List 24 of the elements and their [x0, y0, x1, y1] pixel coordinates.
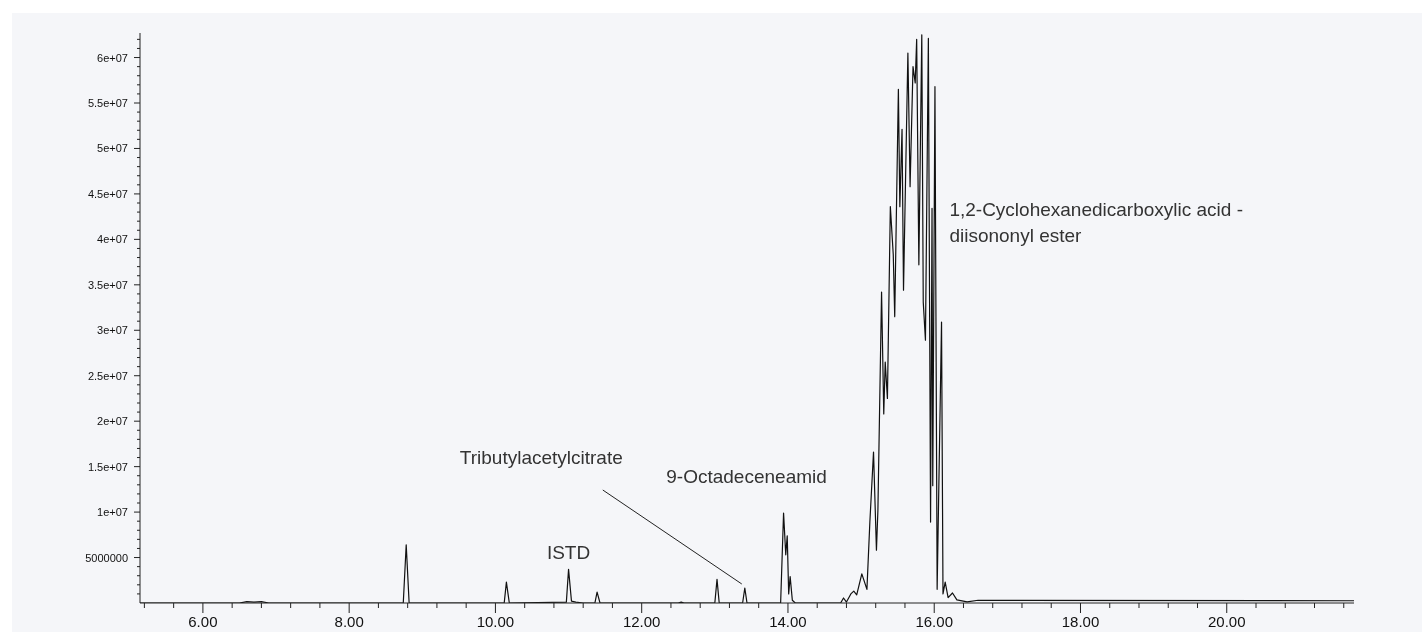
y-tick-label: 2e+07 — [97, 415, 128, 428]
annotation: 9-Octadeceneamid — [666, 466, 827, 487]
y-tick-label: 5000000 — [85, 551, 128, 564]
x-tick-label: 14.00 — [769, 613, 807, 630]
x-tick-label: 16.00 — [915, 613, 953, 630]
y-tick-label: 3e+07 — [97, 324, 128, 337]
y-tick-label: 6e+07 — [97, 51, 128, 64]
x-tick-label: 18.00 — [1061, 613, 1100, 630]
y-tick-label: 5e+07 — [97, 142, 128, 155]
y-tick-label: 3.5e+07 — [87, 278, 128, 291]
x-tick-label: 12.00 — [622, 613, 661, 630]
y-tick-label: 4e+07 — [97, 233, 128, 246]
x-tick-label: 6.00 — [188, 613, 218, 630]
annotation: Tributylacetylcitrate — [459, 447, 623, 468]
y-tick-label: 5.5e+07 — [87, 97, 128, 109]
y-tick-label: 4.5e+07 — [87, 187, 128, 200]
annotation: 1,2-Cyclohexanedicarboxylic acid - diisononyl ester — [949, 199, 1244, 247]
y-tick-label: 1.5e+07 — [87, 460, 128, 473]
y-tick-label: 1e+07 — [97, 506, 128, 519]
x-tick-label: 10.00 — [476, 613, 515, 630]
x-tick-label: 20.00 — [1207, 613, 1246, 630]
x-tick-label: 8.00 — [334, 613, 364, 630]
y-tick-label: 2.5e+07 — [87, 369, 128, 382]
annotation: ISTD — [546, 542, 591, 564]
